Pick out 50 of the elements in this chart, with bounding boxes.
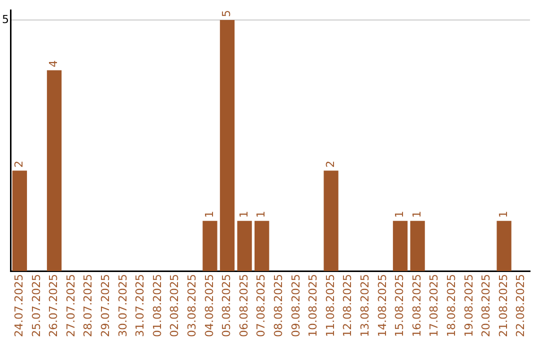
data-label: 4 — [47, 60, 60, 68]
bar — [410, 220, 425, 272]
data-label: 5 — [220, 10, 234, 18]
data-label: 1 — [202, 210, 216, 218]
x-tick-label: 28.07.2025 — [82, 274, 95, 338]
x-tick-label: 31.07.2025 — [134, 274, 147, 338]
bar — [324, 170, 338, 272]
x-tick-label: 07.08.2025 — [254, 274, 268, 338]
x-tick-label: 01.08.2025 — [150, 274, 164, 338]
x-tick-label: 13.08.2025 — [358, 274, 372, 338]
x-tick-label: 11.08.2025 — [324, 274, 337, 338]
bar — [202, 220, 218, 272]
x-tick-label: 22.08.2025 — [514, 274, 528, 338]
bar — [254, 220, 270, 272]
bar — [237, 220, 252, 272]
x-tick-label: 26.07.2025 — [47, 274, 60, 338]
x-tick-label: 29.07.2025 — [99, 274, 112, 338]
data-label: 2 — [324, 160, 337, 168]
x-tick-label: 14.08.2025 — [376, 274, 389, 338]
x-tick-label: 30.07.2025 — [116, 274, 130, 338]
data-label: 1 — [393, 210, 406, 218]
x-tick-label: 20.08.2025 — [480, 274, 493, 338]
x-tick-label: 16.08.2025 — [410, 274, 424, 338]
x-tick-label: 04.08.2025 — [202, 274, 216, 338]
bar — [220, 20, 235, 272]
x-tick-label: 12.08.2025 — [341, 274, 354, 338]
x-tick-label: 21.08.2025 — [496, 274, 510, 338]
x-tick-label: 08.08.2025 — [272, 274, 286, 338]
x-tick-label: 03.08.2025 — [186, 274, 199, 338]
x-tick-label: 10.08.2025 — [306, 274, 320, 338]
data-label: 2 — [12, 160, 26, 168]
x-tick-label: 06.08.2025 — [237, 274, 250, 338]
x-tick-label: 05.08.2025 — [220, 274, 234, 338]
x-tick-label: 15.08.2025 — [393, 274, 406, 338]
bar — [392, 220, 408, 272]
x-tick-label: 27.07.2025 — [64, 274, 78, 338]
x-tick-label: 09.08.2025 — [289, 274, 302, 338]
bar — [46, 70, 62, 272]
x-tick-label: 19.08.2025 — [462, 274, 476, 338]
x-tick-label: 18.08.2025 — [445, 274, 458, 338]
data-label: 1 — [237, 210, 250, 218]
x-tick-label: 24.07.2025 — [12, 274, 26, 338]
data-label: 1 — [254, 210, 268, 218]
x-tick-label: 17.08.2025 — [428, 274, 441, 338]
x-tick-label: 25.07.2025 — [30, 274, 43, 338]
data-label: 1 — [410, 210, 424, 218]
bar — [496, 220, 512, 272]
data-label: 1 — [496, 210, 510, 218]
bar — [12, 170, 27, 272]
x-tick-label: 02.08.2025 — [168, 274, 182, 338]
